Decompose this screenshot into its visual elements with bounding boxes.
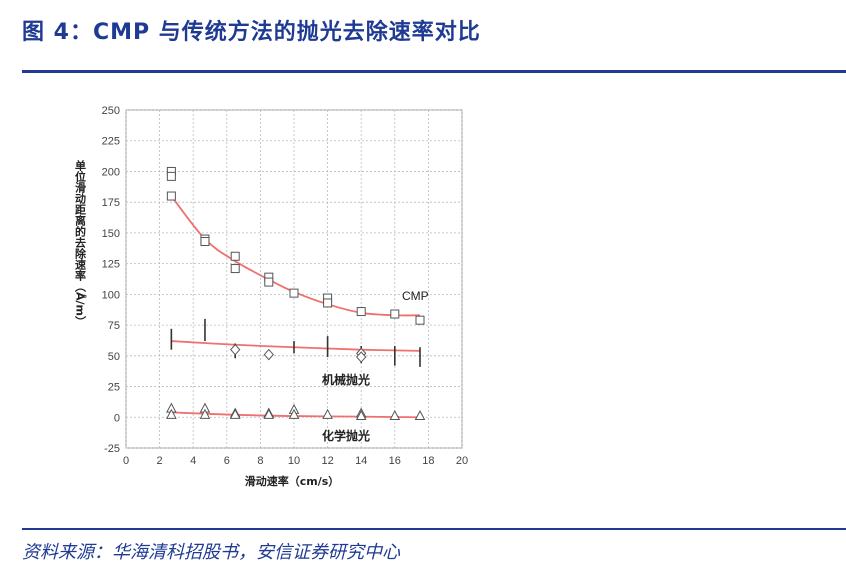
- x-tick-label: 0: [123, 455, 129, 467]
- x-tick-label: 12: [321, 455, 333, 467]
- x-tick-label: 10: [288, 455, 300, 467]
- page-title: 图 4：CMP 与传统方法的抛光去除速率对比: [22, 20, 481, 45]
- data-point-square: [166, 171, 176, 181]
- y-axis-label: 单位滑动距离的去除速率（Å/m）: [74, 159, 88, 327]
- x-tick-label: 8: [257, 455, 263, 467]
- x-tick-label: 14: [355, 455, 367, 467]
- data-point-square: [390, 309, 400, 319]
- data-point-diamond: [263, 348, 274, 361]
- data-point-triangle: [199, 408, 211, 419]
- y-tick-label: 150: [102, 228, 120, 240]
- data-point-triangle: [229, 408, 241, 419]
- series-label-mechanical: 机械抛光: [322, 372, 370, 387]
- y-tick-label: 100: [102, 289, 120, 301]
- y-tick-label: 175: [102, 197, 120, 209]
- x-tick-label: 4: [190, 455, 196, 467]
- data-point-square: [230, 251, 240, 261]
- x-axis-label: 滑动速率（cm/s）: [245, 474, 340, 488]
- data-point-triangle: [355, 409, 367, 421]
- data-point-square: [264, 277, 274, 287]
- data-point-square: [289, 288, 299, 298]
- x-tick-label: 18: [422, 455, 434, 467]
- y-tick-label: 0: [114, 412, 120, 424]
- data-point-square: [323, 298, 333, 308]
- data-point-triangle: [322, 408, 333, 419]
- y-tick-label: 125: [102, 259, 120, 271]
- chart-grid: [125, 109, 463, 449]
- x-tick-label: 2: [157, 455, 163, 467]
- series-label-cmp: CMP: [402, 289, 429, 303]
- x-tick-label: 6: [224, 455, 230, 467]
- data-point-square: [230, 264, 240, 274]
- y-tick-label: 225: [102, 136, 120, 148]
- y-tick-label: 200: [102, 166, 120, 178]
- data-point-square: [166, 191, 176, 201]
- data-point-diamond: [356, 351, 367, 363]
- source-note: 资料来源：华海清科招股书，安信证券研究中心: [22, 542, 400, 563]
- y-tick-label: -25: [104, 443, 120, 455]
- data-point-triangle: [389, 409, 401, 421]
- data-point-square: [415, 315, 425, 325]
- data-point-triangle: [166, 408, 177, 419]
- data-point-square: [200, 237, 210, 247]
- footer-divider: [22, 528, 846, 530]
- data-point-triangle: [414, 409, 426, 421]
- x-tick-label: 20: [456, 455, 468, 467]
- chart-ticks: 0 2 4 6 8 10 12 14 16 18 20-2502550751001251501752…: [102, 105, 468, 467]
- chart-marks: [166, 166, 426, 421]
- chart: 0 2 4 6 8 10 12 14 16 18 20-2502550751001251501752…: [74, 105, 469, 488]
- data-point-diamond: [230, 343, 241, 356]
- data-point-triangle: [263, 408, 275, 419]
- x-tick-label: 16: [389, 455, 401, 467]
- y-tick-label: 250: [102, 105, 120, 117]
- y-tick-label: 50: [108, 351, 120, 363]
- data-point-triangle: [288, 408, 300, 419]
- y-tick-label: 75: [108, 320, 120, 332]
- y-tick-label: 25: [108, 382, 120, 394]
- data-point-square: [356, 307, 366, 317]
- title-divider: [22, 70, 846, 73]
- series-label-chemical: 化学抛光: [322, 428, 370, 443]
